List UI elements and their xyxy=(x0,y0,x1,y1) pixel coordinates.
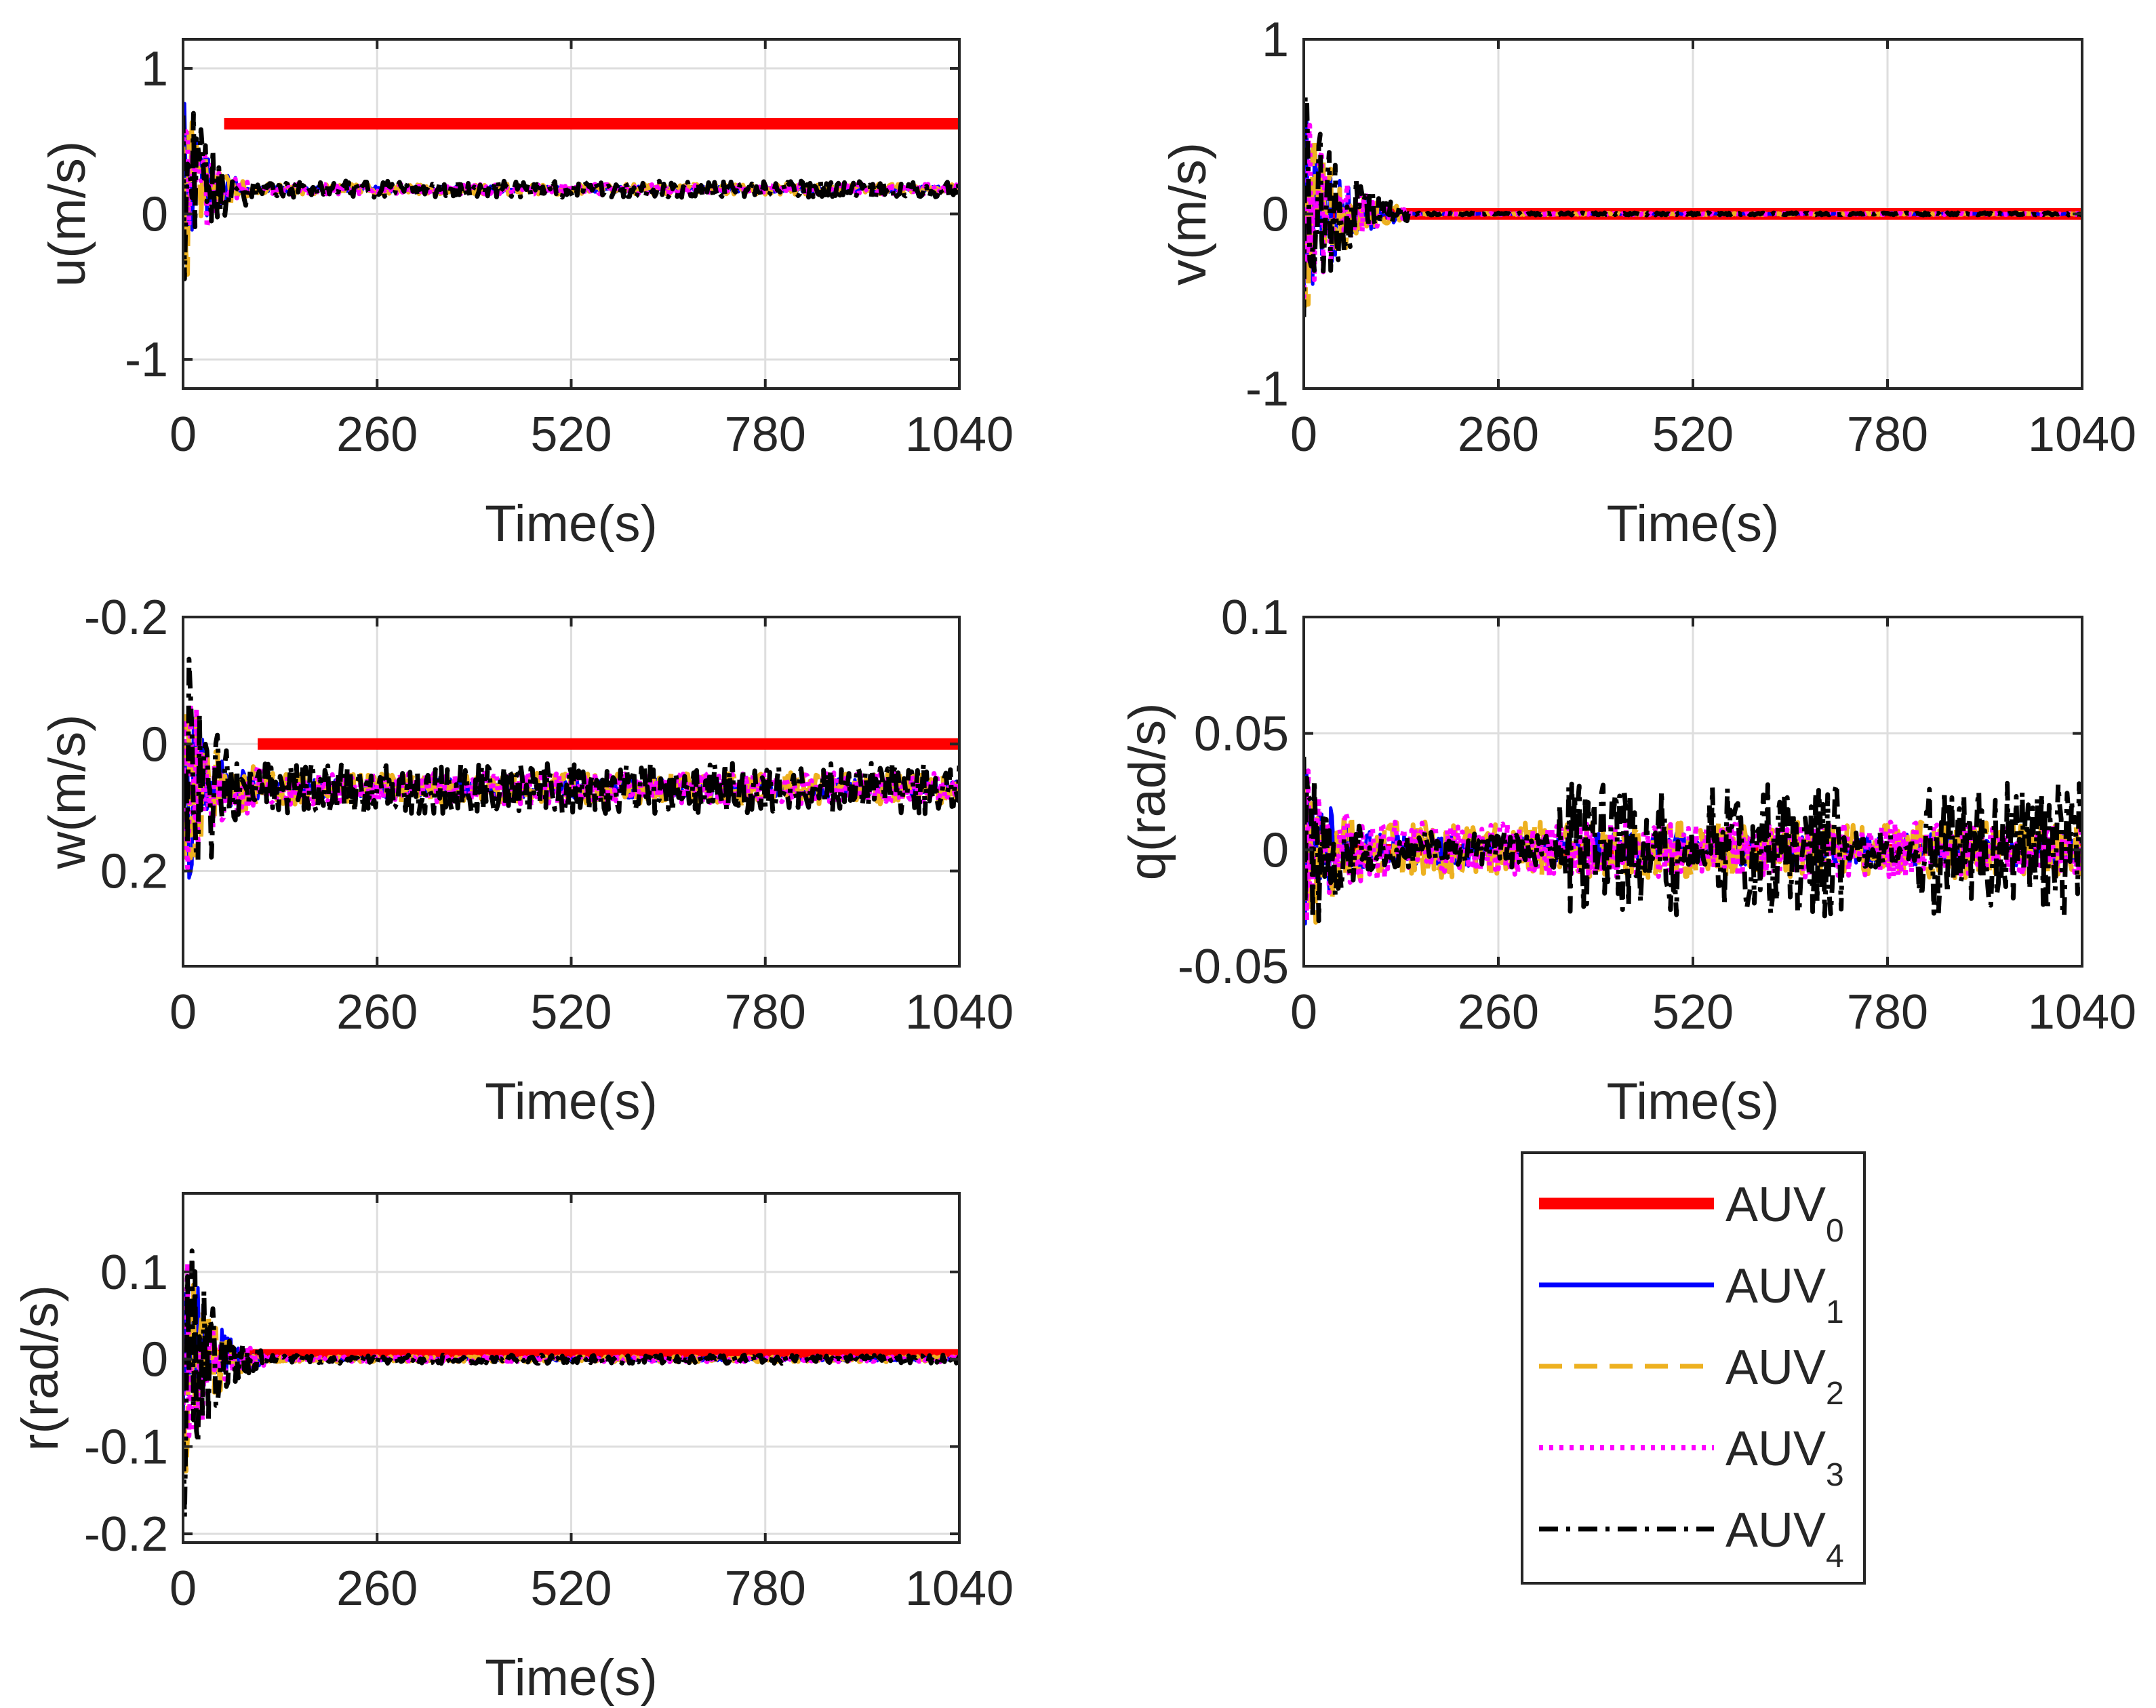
x-tick-label: 260 xyxy=(336,1562,418,1616)
x-tick-label: 0 xyxy=(169,985,197,1039)
y-axis-label: u(m/s) xyxy=(39,141,96,287)
x-tick-label: 780 xyxy=(1847,985,1928,1039)
series-AUV4-u xyxy=(183,111,959,281)
x-tick-label: 260 xyxy=(1458,985,1539,1039)
series-AUV3-w xyxy=(183,700,959,871)
x-tick-label: 520 xyxy=(530,408,612,462)
x-axis-label: Time(s) xyxy=(1607,1073,1780,1130)
series-AUV4-w xyxy=(183,656,959,862)
y-tick-label: 0 xyxy=(1262,823,1289,877)
x-tick-label: 0 xyxy=(1290,408,1317,462)
chart-q: 0 260 520 780 1040-0.0500.050.1Time(s)q(rad/… xyxy=(1119,591,2136,1130)
y-tick-label: 0.05 xyxy=(1194,707,1289,761)
x-tick-label: 1040 xyxy=(905,1562,1014,1616)
y-tick-label: 0 xyxy=(141,717,168,772)
x-tick-label: 0 xyxy=(1290,985,1317,1039)
legend-label-AUV2: AUV2 xyxy=(1725,1340,1844,1412)
x-tick-label: 1040 xyxy=(2028,408,2136,462)
x-tick-label: 1040 xyxy=(905,408,1014,462)
x-tick-label: 0 xyxy=(169,408,197,462)
x-tick-label: 780 xyxy=(725,985,806,1039)
series-AUV4-r xyxy=(183,1248,959,1520)
x-axis-label: Time(s) xyxy=(485,1649,658,1707)
chart-r: 0 260 520 780 1040 -0.2 -0.1 0 0.1 Time(s) r(rad/s… xyxy=(12,1192,1014,1707)
y-tick-label: -0.1 xyxy=(84,1420,168,1474)
x-tick-label: 260 xyxy=(1458,408,1539,462)
x-tick-label: 780 xyxy=(725,408,806,462)
x-tick-label: 520 xyxy=(1652,408,1734,462)
x-axis-label: Time(s) xyxy=(485,1073,658,1130)
y-axis-label: q(rad/s) xyxy=(1119,703,1176,881)
legend: AUV0 AUV1 AUV2 AUV3 AUV4 xyxy=(1521,1151,1866,1585)
legend-label-AUV3: AUV3 xyxy=(1725,1422,1844,1493)
y-tick-label: -1 xyxy=(1245,362,1289,416)
legend-label-AUV0: AUV0 xyxy=(1725,1178,1844,1249)
x-tick-label: 780 xyxy=(1847,408,1928,462)
legend-label-AUV1: AUV1 xyxy=(1725,1259,1844,1330)
y-tick-label: 0.1 xyxy=(1221,591,1289,645)
legend-label-AUV4: AUV4 xyxy=(1725,1503,1844,1574)
y-tick-label: -1 xyxy=(125,333,168,387)
x-axis-label: Time(s) xyxy=(485,495,658,553)
x-tick-label: 1040 xyxy=(905,985,1014,1039)
y-axis-label: v(m/s) xyxy=(1159,142,1217,285)
y-tick-label: 0.2 xyxy=(100,845,168,899)
y-tick-label: 0 xyxy=(141,188,168,242)
y-tick-label: 0 xyxy=(141,1333,168,1387)
y-tick-label: -0.2 xyxy=(84,591,168,645)
series-AUV4-v xyxy=(1304,94,2082,317)
x-tick-label: 0 xyxy=(169,1562,197,1616)
x-axis-label: Time(s) xyxy=(1607,495,1780,553)
y-tick-label: 0 xyxy=(1262,188,1289,242)
x-tick-label: 260 xyxy=(336,985,418,1039)
x-tick-label: 520 xyxy=(1652,985,1734,1039)
y-tick-label: 0.1 xyxy=(100,1246,168,1300)
x-tick-label: 260 xyxy=(336,408,418,462)
y-tick-label: -0.05 xyxy=(1178,940,1289,994)
x-tick-label: 1040 xyxy=(2028,985,2136,1039)
x-tick-label: 520 xyxy=(530,1562,612,1616)
y-tick-label: 1 xyxy=(141,42,168,96)
y-axis-label: w(m/s) xyxy=(39,715,96,870)
x-tick-label: 520 xyxy=(530,985,612,1039)
y-tick-label: -0.2 xyxy=(84,1507,168,1562)
series-AUV4-q xyxy=(1304,757,2082,923)
y-axis-label: r(rad/s) xyxy=(12,1285,69,1451)
x-tick-label: 780 xyxy=(725,1562,806,1616)
chart-w: 0 260 520 780 1040 -0.2 0 0.2 Time(s) w(m/s) xyxy=(39,591,1014,1130)
y-tick-label: 1 xyxy=(1262,13,1289,67)
